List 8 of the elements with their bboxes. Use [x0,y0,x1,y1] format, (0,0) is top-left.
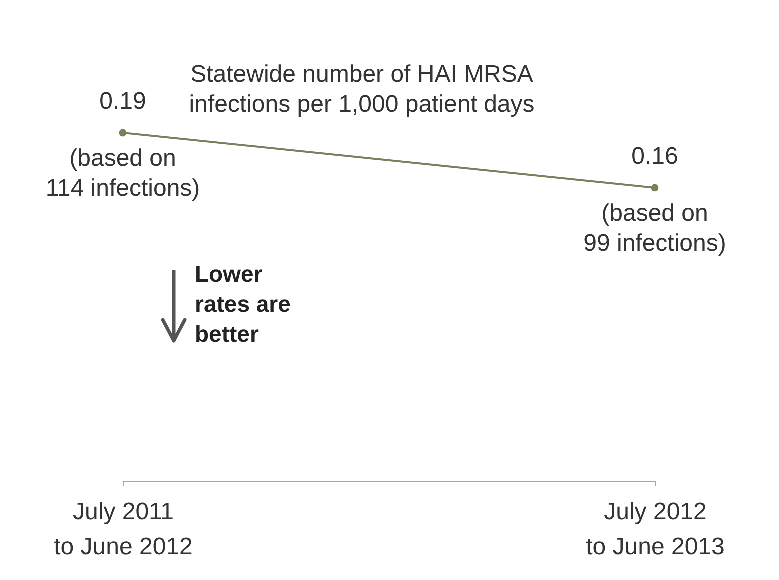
x-tick-label: July 2011 to June 2012 [54,498,193,560]
data-label: 0.19 [100,88,146,115]
x-tick-label: July 2012 to June 2013 [586,498,725,560]
data-label: 0.16 [632,142,678,170]
annotation: (based on 114 infections) [46,145,200,202]
text: Lower rates are better [195,260,291,349]
chart-title: Statewide number of HAI MRSA infections per 1,000 patient days [189,61,535,118]
annotation: (based on 99 infections) [584,200,726,257]
